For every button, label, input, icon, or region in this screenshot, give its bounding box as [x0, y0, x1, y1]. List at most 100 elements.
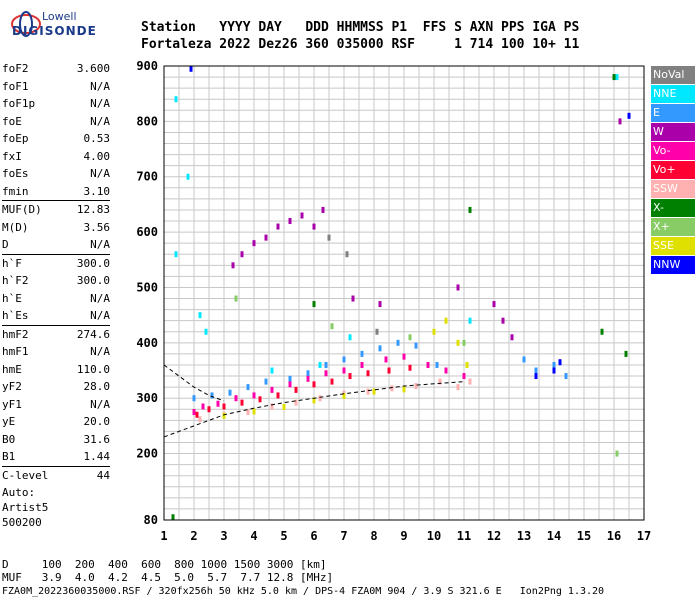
param-value: 4.00	[83, 149, 111, 163]
param-value: 44	[96, 468, 110, 482]
param-row: h`F2 300.0	[2, 272, 110, 290]
legend-item: Vo-	[651, 142, 695, 160]
legend-item: Vo+	[651, 161, 695, 179]
echo-point	[360, 350, 364, 357]
echo-point	[222, 412, 226, 419]
param-name: yF1	[2, 397, 22, 411]
echo-point	[231, 262, 235, 269]
echo-point	[198, 312, 202, 319]
param-name: foF1	[2, 79, 29, 93]
echo-point	[294, 386, 298, 393]
echo-point	[240, 251, 244, 258]
param-row: D N/A	[2, 236, 110, 254]
echo-point	[282, 404, 286, 411]
y-tick-label: 400	[136, 336, 158, 350]
echo-point	[216, 400, 220, 407]
x-tick-label: 13	[517, 529, 531, 543]
param-row: foEs N/A	[2, 165, 110, 183]
param-value: N/A	[90, 167, 110, 180]
param-value: 1.44	[83, 450, 111, 463]
param-name: B1	[2, 450, 16, 463]
echo-point	[270, 386, 274, 393]
param-value: N/A	[90, 114, 110, 128]
legend-item: SSW	[651, 180, 695, 198]
x-tick-label: 8	[370, 529, 377, 543]
y-tick-label: 700	[136, 170, 158, 184]
echo-point	[342, 392, 346, 399]
param-name: C-level	[2, 468, 49, 482]
echo-point	[552, 361, 556, 368]
param-value: N/A	[90, 309, 110, 322]
echo-point	[396, 339, 400, 346]
param-row: M(D) 3.56	[2, 219, 110, 237]
param-name: hmF1	[2, 345, 29, 358]
param-row: yF2 28.0	[2, 378, 110, 396]
echo-point	[390, 385, 394, 392]
echo-point	[321, 206, 325, 213]
echo-point	[342, 367, 346, 374]
y-tick-labels: 80 200 300 400 500 600 700 800 900	[136, 59, 158, 527]
echo-point	[378, 301, 382, 308]
param-row: B1 1.44	[2, 448, 110, 466]
echo-point	[414, 342, 418, 349]
echo-point	[186, 173, 190, 180]
param-row: fxI 4.00	[2, 148, 110, 166]
echo-point	[312, 397, 316, 404]
param-value: 28.0	[83, 380, 111, 393]
dashed-profile-curve	[163, 381, 465, 438]
lowell-digisonde-logo: Lowell DIGISONDE	[4, 4, 96, 42]
echo-point	[318, 395, 322, 402]
auto-label: Auto:	[2, 486, 36, 499]
legend: NoVal NNE E W Vo- Vo+ SSW X- X+ SSE NNW	[651, 66, 695, 275]
y-tick-label: 80	[144, 513, 158, 527]
echo-point	[375, 328, 379, 335]
echo-point	[426, 361, 430, 368]
x-tick-label: 17	[637, 529, 651, 543]
param-name: h`F	[2, 256, 22, 270]
x-tick-label: 7	[340, 529, 347, 543]
param-value: 274.6	[76, 327, 110, 341]
param-name: hmE	[2, 362, 22, 376]
plot-frame	[163, 65, 645, 521]
echo-point	[300, 212, 304, 219]
param-name: foEs	[2, 167, 29, 180]
echo-point	[444, 317, 448, 324]
param-row: C-level 44	[2, 465, 110, 485]
x-tick-label: 2	[190, 529, 197, 543]
param-value: N/A	[90, 238, 110, 251]
echo-point	[330, 323, 334, 330]
echo-point	[207, 406, 211, 413]
legend-item: NNW	[651, 256, 695, 274]
param-name: fmin	[2, 184, 29, 198]
x-tick-label: 9	[400, 529, 407, 543]
param-name: foEp	[2, 132, 29, 145]
param-name: MUF(D)	[2, 203, 42, 216]
x-tick-label: 5	[280, 529, 287, 543]
echo-point	[600, 328, 604, 335]
echo-point	[456, 384, 460, 391]
param-row: fmin 3.10	[2, 183, 110, 201]
echo-point	[312, 301, 316, 308]
param-name: foF2	[2, 62, 29, 75]
echo-point	[204, 328, 208, 335]
y-tick-label: 200	[136, 447, 158, 461]
echo-point	[189, 65, 193, 72]
param-value: 110.0	[76, 362, 110, 376]
param-value: 3.600	[76, 62, 110, 75]
echo-point	[324, 370, 328, 377]
echo-point	[345, 251, 349, 258]
param-name: foF1p	[2, 97, 36, 110]
echo-point	[264, 378, 268, 385]
x-tick-labels: 1 2 3 4 5 6 7 8 9 10 11 12 13 14 15 16 17	[160, 529, 651, 543]
param-row: B0 31.6	[2, 431, 110, 449]
echo-point	[615, 450, 619, 457]
globe-icon	[11, 11, 41, 37]
echo-point	[195, 411, 199, 418]
param-value: 0.53	[83, 132, 111, 145]
echo-point	[414, 383, 418, 390]
y-tick-label: 300	[136, 391, 158, 405]
echo-point	[351, 295, 355, 302]
param-row: h`Es N/A	[2, 307, 110, 325]
echo-point	[258, 396, 262, 403]
